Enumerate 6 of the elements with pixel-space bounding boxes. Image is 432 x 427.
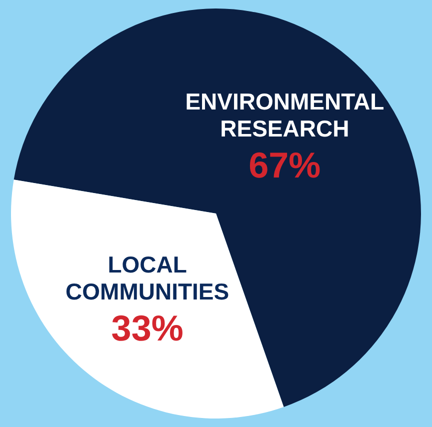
data-label: 33% xyxy=(111,308,184,349)
pie-slice xyxy=(11,180,284,418)
data-label: 67% xyxy=(248,144,321,186)
pie-slice xyxy=(14,8,421,407)
slice-label: LOCAL COMMUNITIES xyxy=(66,252,230,305)
slice-label: ENVIRONMENTAL RESEARCH xyxy=(185,88,384,142)
